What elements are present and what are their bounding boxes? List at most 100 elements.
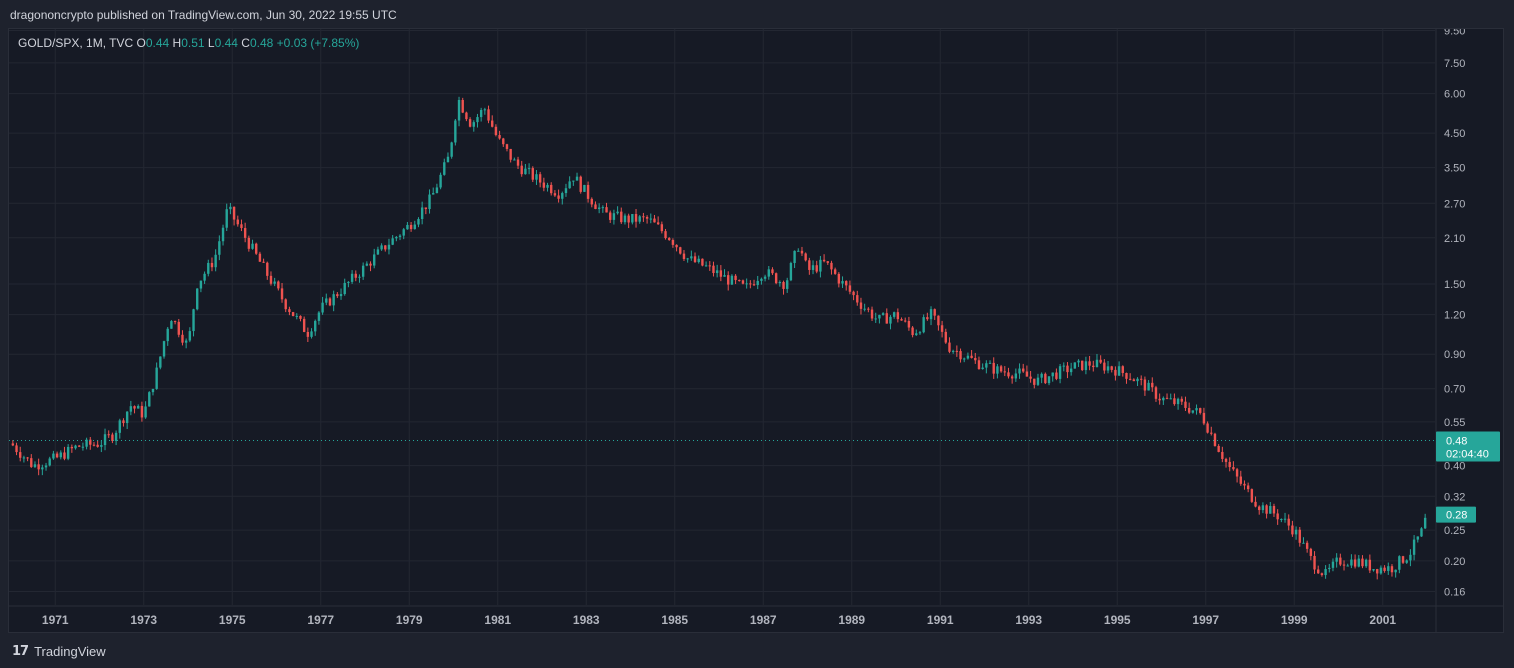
candle-body [977,360,981,370]
candle-body [1309,548,1313,556]
candle-body [214,254,217,268]
footer-brand[interactable]: TradingView [34,644,106,659]
candle-body [1018,368,1021,374]
candle-body [70,446,74,449]
candle-body [1033,378,1036,385]
candle-body [81,446,85,448]
candle-body [575,176,579,181]
candle-body [1379,567,1383,574]
candle-body [767,269,770,277]
candle-body [1199,408,1202,413]
candle-body [1069,368,1073,373]
candle-body [933,309,936,316]
candle-body [904,320,907,322]
candle-body [609,212,612,220]
candle-body [671,239,675,245]
candle-body [114,432,118,441]
candle-body [712,265,715,274]
candle-body [476,117,479,123]
candle-body [89,439,92,445]
candle-body [461,99,464,113]
candle-body [498,135,501,139]
candle-body [811,265,815,270]
candle-body [1235,469,1239,477]
legend-symbol: GOLD/SPX, 1M, TVC [18,36,136,50]
candle-body [778,281,782,284]
candle-body [170,321,173,329]
candle-body [1217,445,1220,452]
candle-body [1140,378,1143,380]
candle-body [129,406,133,412]
candle-body [1412,539,1416,555]
candle-body [258,253,262,262]
y-tick-label: 6.00 [1444,89,1465,101]
x-tick-label: 1997 [1192,613,1219,627]
x-tick-label: 1975 [219,613,246,627]
candle-body [690,256,693,259]
candle-body [494,126,498,136]
candle-body [1058,366,1062,379]
candle-body [328,298,332,306]
candle-body [358,276,361,278]
candle-body [664,231,667,239]
y-tick-label: 2.70 [1444,198,1465,210]
candle-body [760,278,763,281]
candle-body [719,270,723,277]
candle-body [918,332,922,334]
candle-body [1088,361,1091,366]
candle-body [387,244,391,250]
x-tick-label: 1979 [396,613,423,627]
candle-body [996,366,999,374]
candle-body [22,457,26,459]
candle-body [380,245,383,250]
x-tick-label: 1971 [42,613,69,627]
candle-body [1025,371,1029,377]
candle-body [852,291,855,296]
candle-body [645,216,649,219]
candle-body [701,258,704,266]
candle-body [561,193,564,199]
candle-body [1077,360,1080,363]
candle-body [597,207,601,209]
candle-body [1092,365,1095,368]
candle-body [428,194,431,210]
candle-body [59,452,62,458]
legend-c-value: 0.48 [250,36,277,50]
candle-body [247,237,251,249]
candle-body [715,270,719,274]
candle-body [1029,376,1032,379]
candle-body [1151,382,1154,388]
candle-body [196,288,199,310]
candle-body [981,367,984,370]
candle-body [815,265,818,272]
candle-body [48,458,51,466]
chart-pane[interactable]: 9.50 7.50 6.00 4.50 3.50 2.70 2.10 1.50 1.20 0.90… [8,28,1504,633]
candle-body [417,219,420,225]
candle-body [1147,382,1150,391]
candle-body [915,333,918,336]
candle-body [41,467,44,470]
candle-body [907,320,911,328]
candle-body [1254,501,1257,507]
candle-body [959,351,962,360]
candle-body [1294,529,1298,535]
candle-body [266,262,269,276]
candle-body [107,434,110,436]
candle-body [398,235,402,237]
candle-body [144,406,147,418]
candle-body [192,309,195,332]
candle-body [291,312,295,316]
candle-body [1195,408,1198,411]
candle-body [1022,368,1025,372]
candle-body [524,168,527,175]
candle-body [317,312,321,321]
candle-body [1283,518,1287,520]
candle-body [1350,559,1353,566]
candle-body [926,317,929,320]
candle-body [1258,506,1261,511]
candle-body [1342,564,1346,566]
candle-body [966,355,970,359]
x-tick-label: 1993 [1015,613,1042,627]
candlestick-chart[interactable]: 9.50 7.50 6.00 4.50 3.50 2.70 2.10 1.50 1.20 0.90… [9,29,1503,632]
candle-body [774,273,778,284]
